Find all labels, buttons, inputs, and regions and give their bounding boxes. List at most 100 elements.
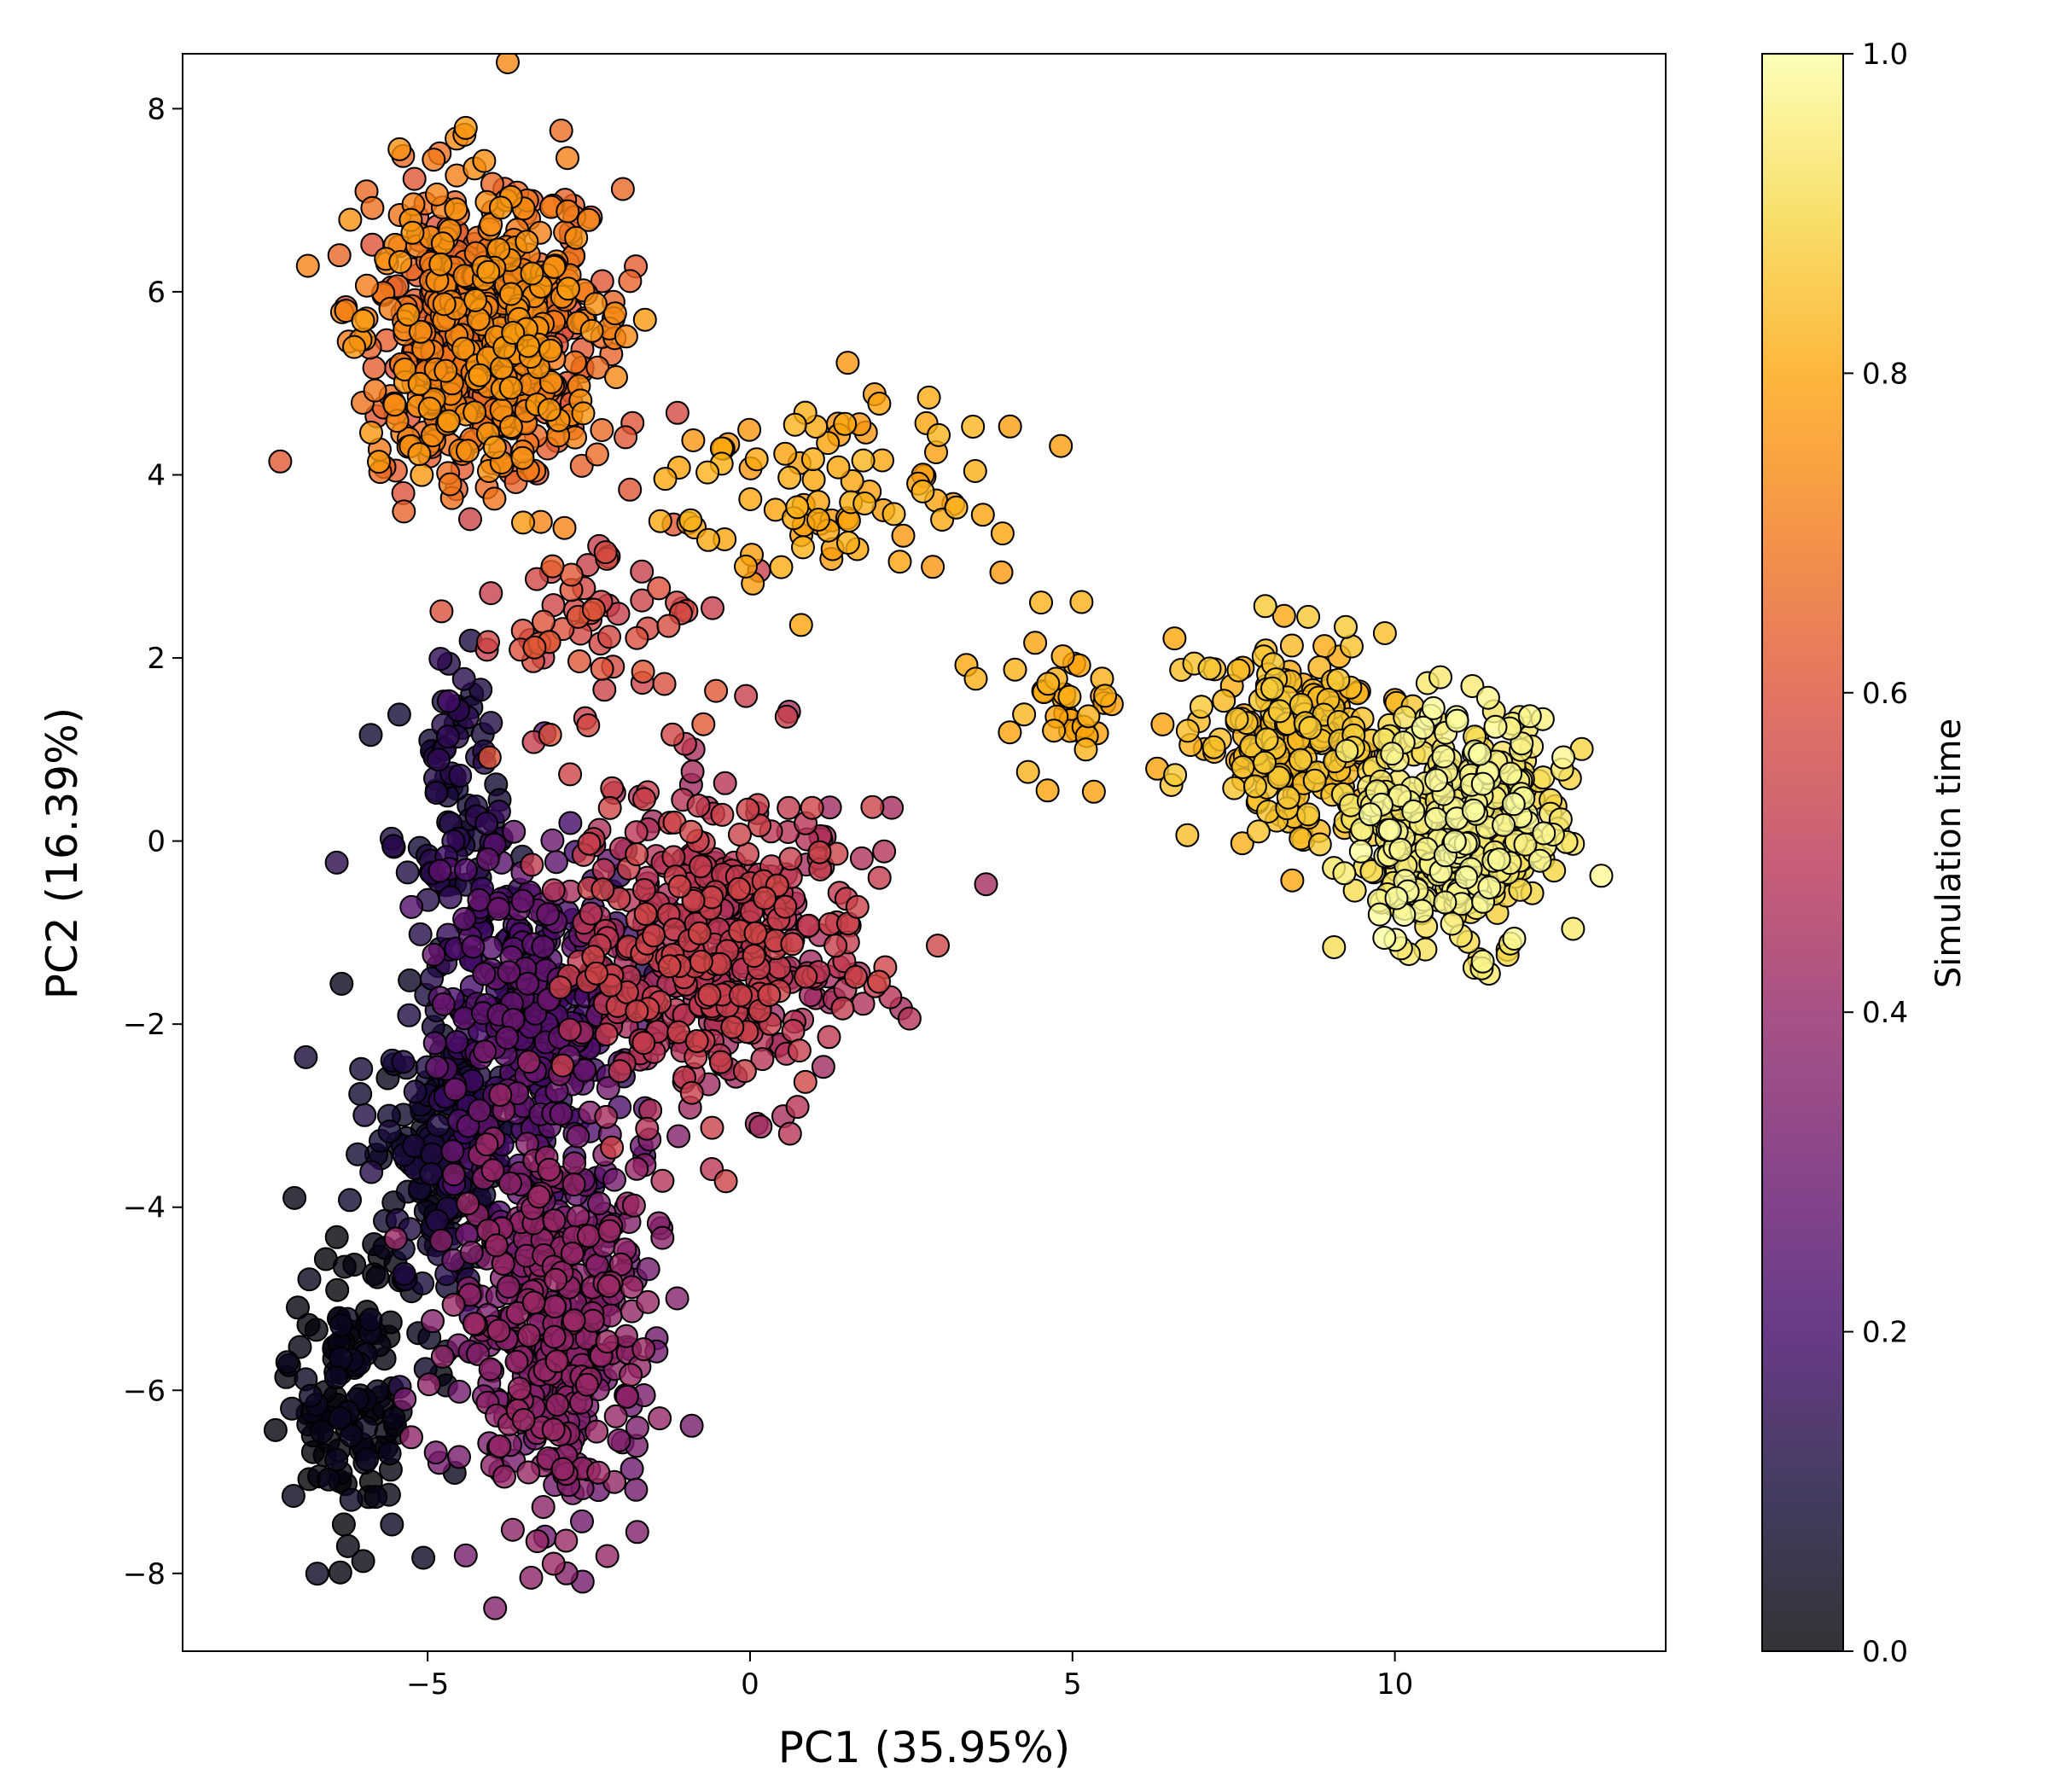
data-point [1475,685,1500,710]
data-point [614,324,638,349]
data-point [544,1267,568,1292]
data-point [440,1139,465,1164]
y-axis-label: PC2 (16.39%) [38,707,87,999]
data-point [597,625,621,649]
data-point [338,207,363,232]
data-point [430,1344,455,1369]
data-point [636,1289,660,1314]
data-point [1483,714,1508,739]
data-point [621,1193,646,1218]
data-point [548,975,573,1000]
data-point [1372,621,1397,645]
data-point [727,876,751,901]
data-point [619,1363,643,1388]
data-point [463,400,487,425]
data-point [625,1520,649,1545]
data-point [631,878,656,902]
data-point [552,515,577,540]
data-point [447,1379,472,1404]
data-point [881,502,906,527]
data-point [527,1184,551,1209]
data-point [501,321,526,345]
data-point [297,1267,322,1292]
data-point [496,54,520,74]
data-point [425,182,449,207]
data-point [696,527,720,552]
data-point [625,999,649,1024]
data-point [1302,768,1327,793]
data-point [538,723,562,747]
data-point [1036,672,1061,696]
data-point [630,588,655,613]
data-point [911,479,935,503]
data-point [486,1318,511,1343]
data-point [391,1050,416,1074]
data-point [511,1408,536,1432]
data-point [355,1447,380,1472]
data-point [427,748,451,772]
data-point [729,983,753,1008]
data-point [549,119,573,143]
data-point [395,860,420,885]
data-point [424,781,449,805]
data-point [483,1596,508,1620]
data-point [335,1533,360,1558]
data-point [329,1312,353,1337]
data-point [576,207,601,232]
data-point [1280,868,1305,893]
data-point [474,812,499,835]
data-point [796,913,821,938]
data-point [516,1324,541,1348]
data-point [1271,603,1296,628]
data-point [445,1030,469,1054]
data-point [576,1224,601,1248]
data-point [288,1335,312,1359]
data-point [516,1460,541,1485]
data-point [1260,676,1284,701]
data-point [561,1308,586,1333]
data-point [359,1160,384,1184]
data-point [538,338,562,363]
data-point [393,1387,417,1411]
data-point [1384,886,1409,911]
y-tick-label: −4 [123,1191,166,1225]
data-point [665,400,689,425]
data-point [1359,859,1384,883]
data-point [657,954,682,979]
data-point [604,365,628,389]
data-point [916,385,941,410]
data-point [472,962,497,986]
data-point [1372,926,1397,950]
data-point [970,503,995,527]
data-point [1276,785,1300,810]
data-point [1175,823,1200,847]
data-point [1388,837,1413,862]
data-point [432,292,457,317]
data-points [263,54,1614,1620]
data-point [484,1233,509,1258]
data-point [793,1069,817,1094]
data-point [1440,911,1464,936]
data-point [757,983,782,1008]
data-point [579,318,604,343]
data-point [585,355,610,380]
data-point [1367,902,1392,927]
data-point [787,1039,812,1063]
data-point [520,852,544,877]
data-point [476,259,501,284]
data-point [349,1056,374,1081]
data-point [542,1324,567,1349]
data-point [428,647,453,672]
data-point [441,1293,466,1317]
data-point [422,1031,447,1056]
data-point [550,1053,575,1078]
data-point [1501,792,1526,817]
data-point [591,877,615,902]
data-point [897,1006,922,1031]
data-point [1242,774,1267,799]
data-point [1069,590,1094,614]
data-point [295,253,320,278]
data-point [742,944,766,969]
y-tick-label: 2 [147,642,166,676]
data-point [1442,829,1467,854]
